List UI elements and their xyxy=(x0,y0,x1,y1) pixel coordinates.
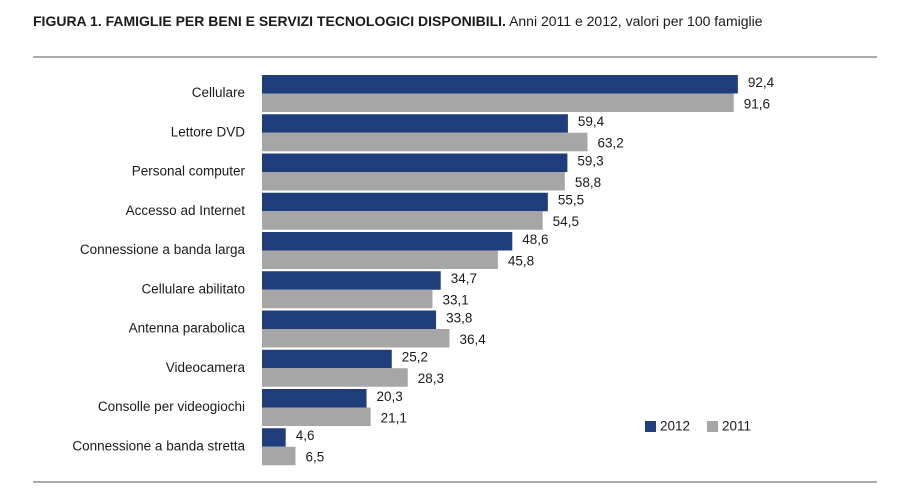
chart-title: FIGURA 1. FAMIGLIE PER BENI E SERVIZI TE… xyxy=(33,13,506,29)
value-label: 33,1 xyxy=(442,293,468,308)
bar xyxy=(262,271,441,290)
bar xyxy=(262,368,408,387)
value-label: 4,6 xyxy=(296,428,315,443)
value-label: 63,2 xyxy=(597,136,623,151)
value-label: 6,5 xyxy=(305,450,324,465)
bar xyxy=(262,250,498,269)
category-label: Antenna parabolica xyxy=(129,321,246,336)
bar xyxy=(262,93,734,112)
legend-swatch xyxy=(707,421,718,432)
category-label: Connessione a banda larga xyxy=(80,242,246,257)
value-label: 28,3 xyxy=(418,371,444,386)
bar xyxy=(262,211,543,230)
bar xyxy=(262,329,450,348)
category-label: Lettore DVD xyxy=(171,124,246,139)
value-label: 59,4 xyxy=(578,114,605,129)
value-label: 33,8 xyxy=(446,310,472,325)
bar xyxy=(262,132,588,152)
value-label: 25,2 xyxy=(402,350,428,365)
category-label: Personal computer xyxy=(132,164,246,179)
bar xyxy=(262,172,565,191)
category-label: Cellulare abilitato xyxy=(141,281,245,296)
value-label: 58,8 xyxy=(575,175,601,190)
bar xyxy=(262,349,392,369)
value-label: 36,4 xyxy=(459,332,486,347)
bar xyxy=(262,232,513,251)
bar xyxy=(262,310,437,329)
bar xyxy=(262,428,286,447)
value-label: 34,7 xyxy=(451,271,477,286)
category-label: Connessione a banda stretta xyxy=(72,438,245,453)
chart-subtitle: Anni 2011 e 2012, valori per 100 famigli… xyxy=(509,13,763,29)
bar xyxy=(262,114,568,133)
bar xyxy=(262,407,371,426)
value-label: 20,3 xyxy=(377,389,403,404)
bar xyxy=(262,289,433,309)
category-label: Accesso ad Internet xyxy=(126,203,246,218)
value-label: 54,5 xyxy=(553,214,579,229)
legend-swatch xyxy=(645,421,656,432)
value-label: 55,5 xyxy=(558,193,584,208)
value-label: 91,6 xyxy=(744,96,770,111)
value-label: 45,8 xyxy=(508,253,534,268)
bar xyxy=(262,446,296,466)
legend-label: 2011 xyxy=(722,419,751,434)
category-label: Videocamera xyxy=(166,360,246,375)
bar xyxy=(262,192,548,212)
bar xyxy=(262,75,738,94)
legend-label: 2012 xyxy=(660,419,690,434)
bar xyxy=(262,389,367,408)
category-label: Cellulare xyxy=(192,85,245,100)
bar xyxy=(262,153,568,172)
value-label: 92,4 xyxy=(748,75,775,90)
category-label: Consolle per videogiochi xyxy=(98,399,245,414)
value-label: 21,1 xyxy=(381,410,407,425)
value-label: 59,3 xyxy=(577,153,603,168)
value-label: 48,6 xyxy=(522,232,548,247)
chart-header: FIGURA 1. FAMIGLIE PER BENI E SERVIZI TE… xyxy=(33,13,763,29)
